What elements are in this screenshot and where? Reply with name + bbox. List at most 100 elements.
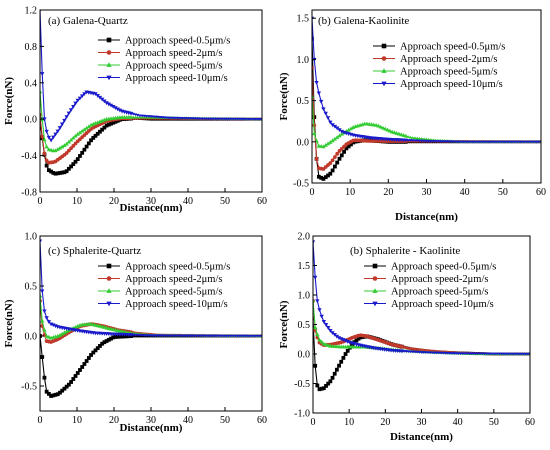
data-point: [500, 140, 504, 144]
data-point: [173, 334, 178, 338]
data-point: [82, 92, 87, 96]
data-point: [413, 347, 417, 351]
data-point: [207, 117, 211, 121]
data-point: [213, 334, 217, 338]
data-point: [71, 135, 76, 140]
data-point: [314, 156, 319, 161]
data-point: [62, 330, 67, 335]
y-tick-label: 1.0: [297, 55, 310, 66]
data-point: [489, 140, 493, 144]
data-point: [142, 114, 146, 118]
data-point: [493, 140, 497, 144]
data-point: [469, 352, 474, 356]
data-point: [333, 155, 337, 159]
x-axis-title: Distance(nm): [120, 422, 183, 434]
data-point: [209, 334, 213, 338]
series-line: [40, 91, 262, 152]
data-point: [323, 111, 328, 116]
data-point: [461, 352, 465, 356]
legend-swatch-marker: [372, 301, 378, 307]
data-point: [515, 352, 519, 356]
data-point: [435, 351, 439, 355]
data-point: [448, 352, 452, 355]
y-tick-label: 0.5: [297, 96, 310, 107]
data-point: [147, 115, 151, 118]
data-point: [233, 117, 237, 121]
data-point: [193, 117, 198, 121]
data-point: [426, 351, 430, 355]
data-point: [158, 115, 162, 119]
data-point: [313, 275, 318, 280]
data-point: [62, 143, 67, 148]
data-point: [158, 334, 162, 338]
data-point: [69, 164, 73, 169]
data-point: [64, 384, 69, 389]
data-point: [509, 140, 513, 144]
data-point: [193, 334, 198, 338]
y-tick-label: -0.5: [21, 382, 37, 393]
data-point: [516, 140, 520, 144]
data-point: [345, 348, 350, 353]
legend-label: Approach speed-10μm/s: [125, 299, 228, 310]
data-point: [86, 124, 92, 129]
y-tick-label: 1.0: [25, 232, 38, 243]
data-point: [235, 334, 240, 338]
data-point: [42, 327, 47, 332]
data-point: [69, 380, 73, 384]
data-point: [64, 141, 69, 146]
data-point: [432, 351, 437, 355]
data-point: [238, 334, 242, 338]
data-point: [452, 352, 456, 355]
data-point: [406, 139, 410, 142]
data-point: [385, 127, 390, 132]
data-point: [454, 352, 458, 356]
data-point: [46, 320, 52, 324]
chart-panel-3: 0 10 20 30 40 50 60 -0.5 0.0 0.5 1.0 Distance(nm) Fo…: [3, 232, 267, 435]
data-point: [40, 134, 45, 139]
data-point: [251, 334, 255, 338]
data-point: [380, 125, 386, 130]
data-point: [82, 362, 87, 366]
series-markers: [312, 16, 541, 144]
legend-swatch-marker: [106, 301, 112, 307]
data-point: [406, 350, 411, 354]
data-point: [526, 352, 530, 356]
data-point: [445, 351, 450, 355]
data-point: [66, 166, 71, 171]
legend-label: Approach speed-10μm/s: [125, 73, 228, 84]
legend-label: Approach speed-2μm/s: [125, 48, 222, 59]
data-point: [330, 158, 335, 163]
data-point: [344, 146, 349, 151]
data-point: [48, 138, 54, 143]
data-point: [115, 334, 120, 339]
data-point: [60, 388, 65, 393]
data-point: [495, 352, 500, 356]
x-tick-label: 60: [536, 187, 546, 198]
data-point: [73, 159, 78, 164]
legend-swatch-marker: [381, 81, 387, 87]
data-point: [335, 151, 340, 156]
data-point: [317, 337, 322, 342]
data-point: [57, 145, 63, 150]
data-point: [518, 140, 522, 144]
data-point: [341, 355, 346, 360]
data-point: [57, 332, 63, 337]
data-point: [136, 333, 140, 337]
data-point: [162, 116, 166, 120]
data-point: [184, 117, 189, 120]
data-point: [46, 135, 52, 140]
data-point: [511, 140, 516, 144]
data-point: [86, 141, 91, 146]
data-point: [66, 148, 71, 153]
data-point: [75, 131, 80, 136]
data-point: [62, 118, 67, 123]
data-point: [482, 140, 486, 144]
data-point: [149, 115, 153, 119]
data-point: [249, 117, 253, 121]
y-tick-label: 0.0: [297, 137, 310, 148]
data-point: [173, 116, 178, 120]
data-point: [409, 350, 413, 354]
data-point: [349, 142, 353, 147]
data-point: [211, 334, 215, 338]
